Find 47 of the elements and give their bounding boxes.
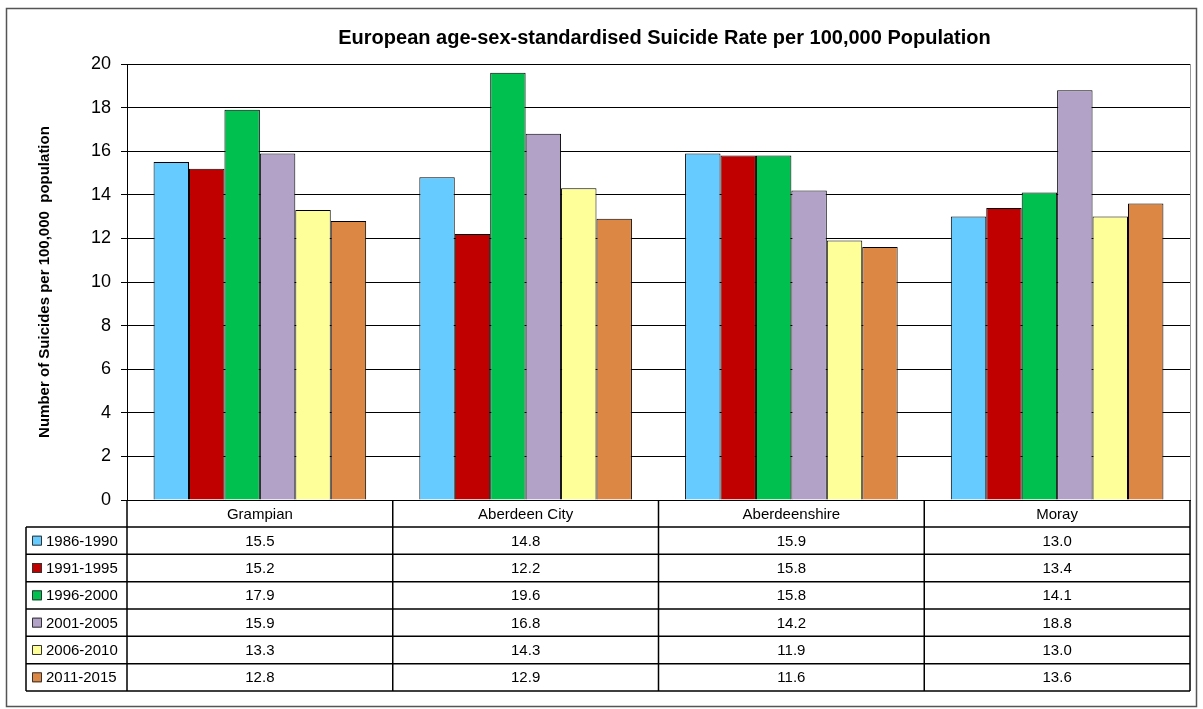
- data-label: 17.9: [245, 586, 275, 604]
- data-label: 13.3: [245, 641, 275, 659]
- y-tick-label: 14: [90, 183, 111, 204]
- data-label: 12.2: [511, 559, 541, 577]
- data-label: 15.9: [776, 531, 806, 549]
- x-tick-label: Grampian: [226, 505, 293, 523]
- legend-label: 2001-2005: [46, 613, 118, 631]
- data-label: 12.8: [245, 668, 275, 686]
- data-label: 13.4: [1042, 559, 1072, 577]
- data-label: 15.8: [776, 559, 806, 577]
- data-label: 14.3: [511, 641, 541, 659]
- y-tick-label: 8: [100, 314, 111, 335]
- y-tick-label: 0: [100, 488, 111, 509]
- y-tick-label: 10: [90, 270, 111, 291]
- data-label: 15.8: [776, 586, 806, 604]
- y-tick-label: 18: [90, 96, 111, 117]
- x-tick-label: Moray: [1036, 505, 1079, 523]
- y-axis-title: Number of Suicides per 100,000 population: [35, 126, 53, 438]
- chart-title: European age-sex-standardised Suicide Rate per 100,000 Population: [338, 25, 991, 48]
- data-label: 11.6: [777, 668, 806, 686]
- data-label: 13.0: [1042, 641, 1072, 659]
- data-label: 11.9: [777, 641, 806, 659]
- data-label: 15.2: [245, 559, 275, 577]
- data-label: 13.0: [1042, 531, 1072, 549]
- y-tick-label: 4: [100, 401, 111, 422]
- y-tick-label: 20: [90, 52, 111, 73]
- y-tick-label: 2: [100, 445, 111, 466]
- data-label: 14.8: [511, 531, 541, 549]
- data-label: 18.8: [1042, 613, 1072, 631]
- data-label: 16.8: [511, 613, 541, 631]
- data-label: 15.9: [245, 613, 275, 631]
- data-label: 19.6: [511, 586, 541, 604]
- data-label: 14.2: [776, 613, 806, 631]
- x-tick-label: Aberdeenshire: [742, 505, 841, 523]
- legend-label: 1991-1995: [46, 559, 118, 577]
- data-label: 12.9: [511, 668, 541, 686]
- data-label: 15.5: [245, 531, 275, 549]
- data-label: 14.1: [1042, 586, 1072, 604]
- legend-label: 2011-2015: [46, 668, 117, 686]
- legend-label: 1996-2000: [46, 586, 118, 604]
- y-tick-label: 6: [100, 358, 111, 379]
- y-tick-label: 12: [90, 227, 111, 248]
- legend-label: 2006-2010: [46, 641, 118, 659]
- x-tick-label: Aberdeen City: [478, 505, 574, 523]
- y-tick-label: 16: [90, 140, 111, 161]
- data-label: 13.6: [1042, 668, 1072, 686]
- legend-label: 1986-1990: [46, 531, 118, 549]
